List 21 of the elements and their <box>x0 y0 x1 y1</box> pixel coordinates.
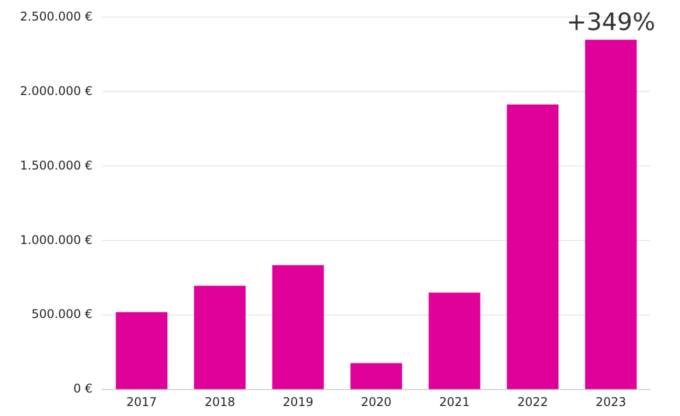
y-tick-label: 1.000.000 € <box>20 232 93 247</box>
bar <box>194 286 246 390</box>
bar <box>585 40 637 390</box>
bar <box>428 292 480 390</box>
annotation: +349% <box>566 8 656 36</box>
bar <box>116 312 168 390</box>
bar <box>272 265 324 390</box>
y-tick-label: 2.500.000 € <box>20 9 93 24</box>
x-tick-label: 2017 <box>126 394 157 409</box>
bar <box>506 104 558 390</box>
x-tick-label: 2023 <box>596 394 626 409</box>
bar <box>350 363 402 390</box>
y-tick-label: 500.000 € <box>31 307 93 322</box>
x-tick-label: 2021 <box>439 394 470 409</box>
x-tick-label: 2019 <box>282 394 314 409</box>
x-tick-label: 2020 <box>360 394 392 409</box>
y-tick-label: 2.000.000 € <box>20 84 93 98</box>
x-tick-label: 2022 <box>517 394 548 409</box>
y-tick-label: 1.500.000 € <box>20 158 93 172</box>
y-tick-label: 0 € <box>73 382 93 396</box>
x-tick-label: 2018 <box>204 394 236 409</box>
